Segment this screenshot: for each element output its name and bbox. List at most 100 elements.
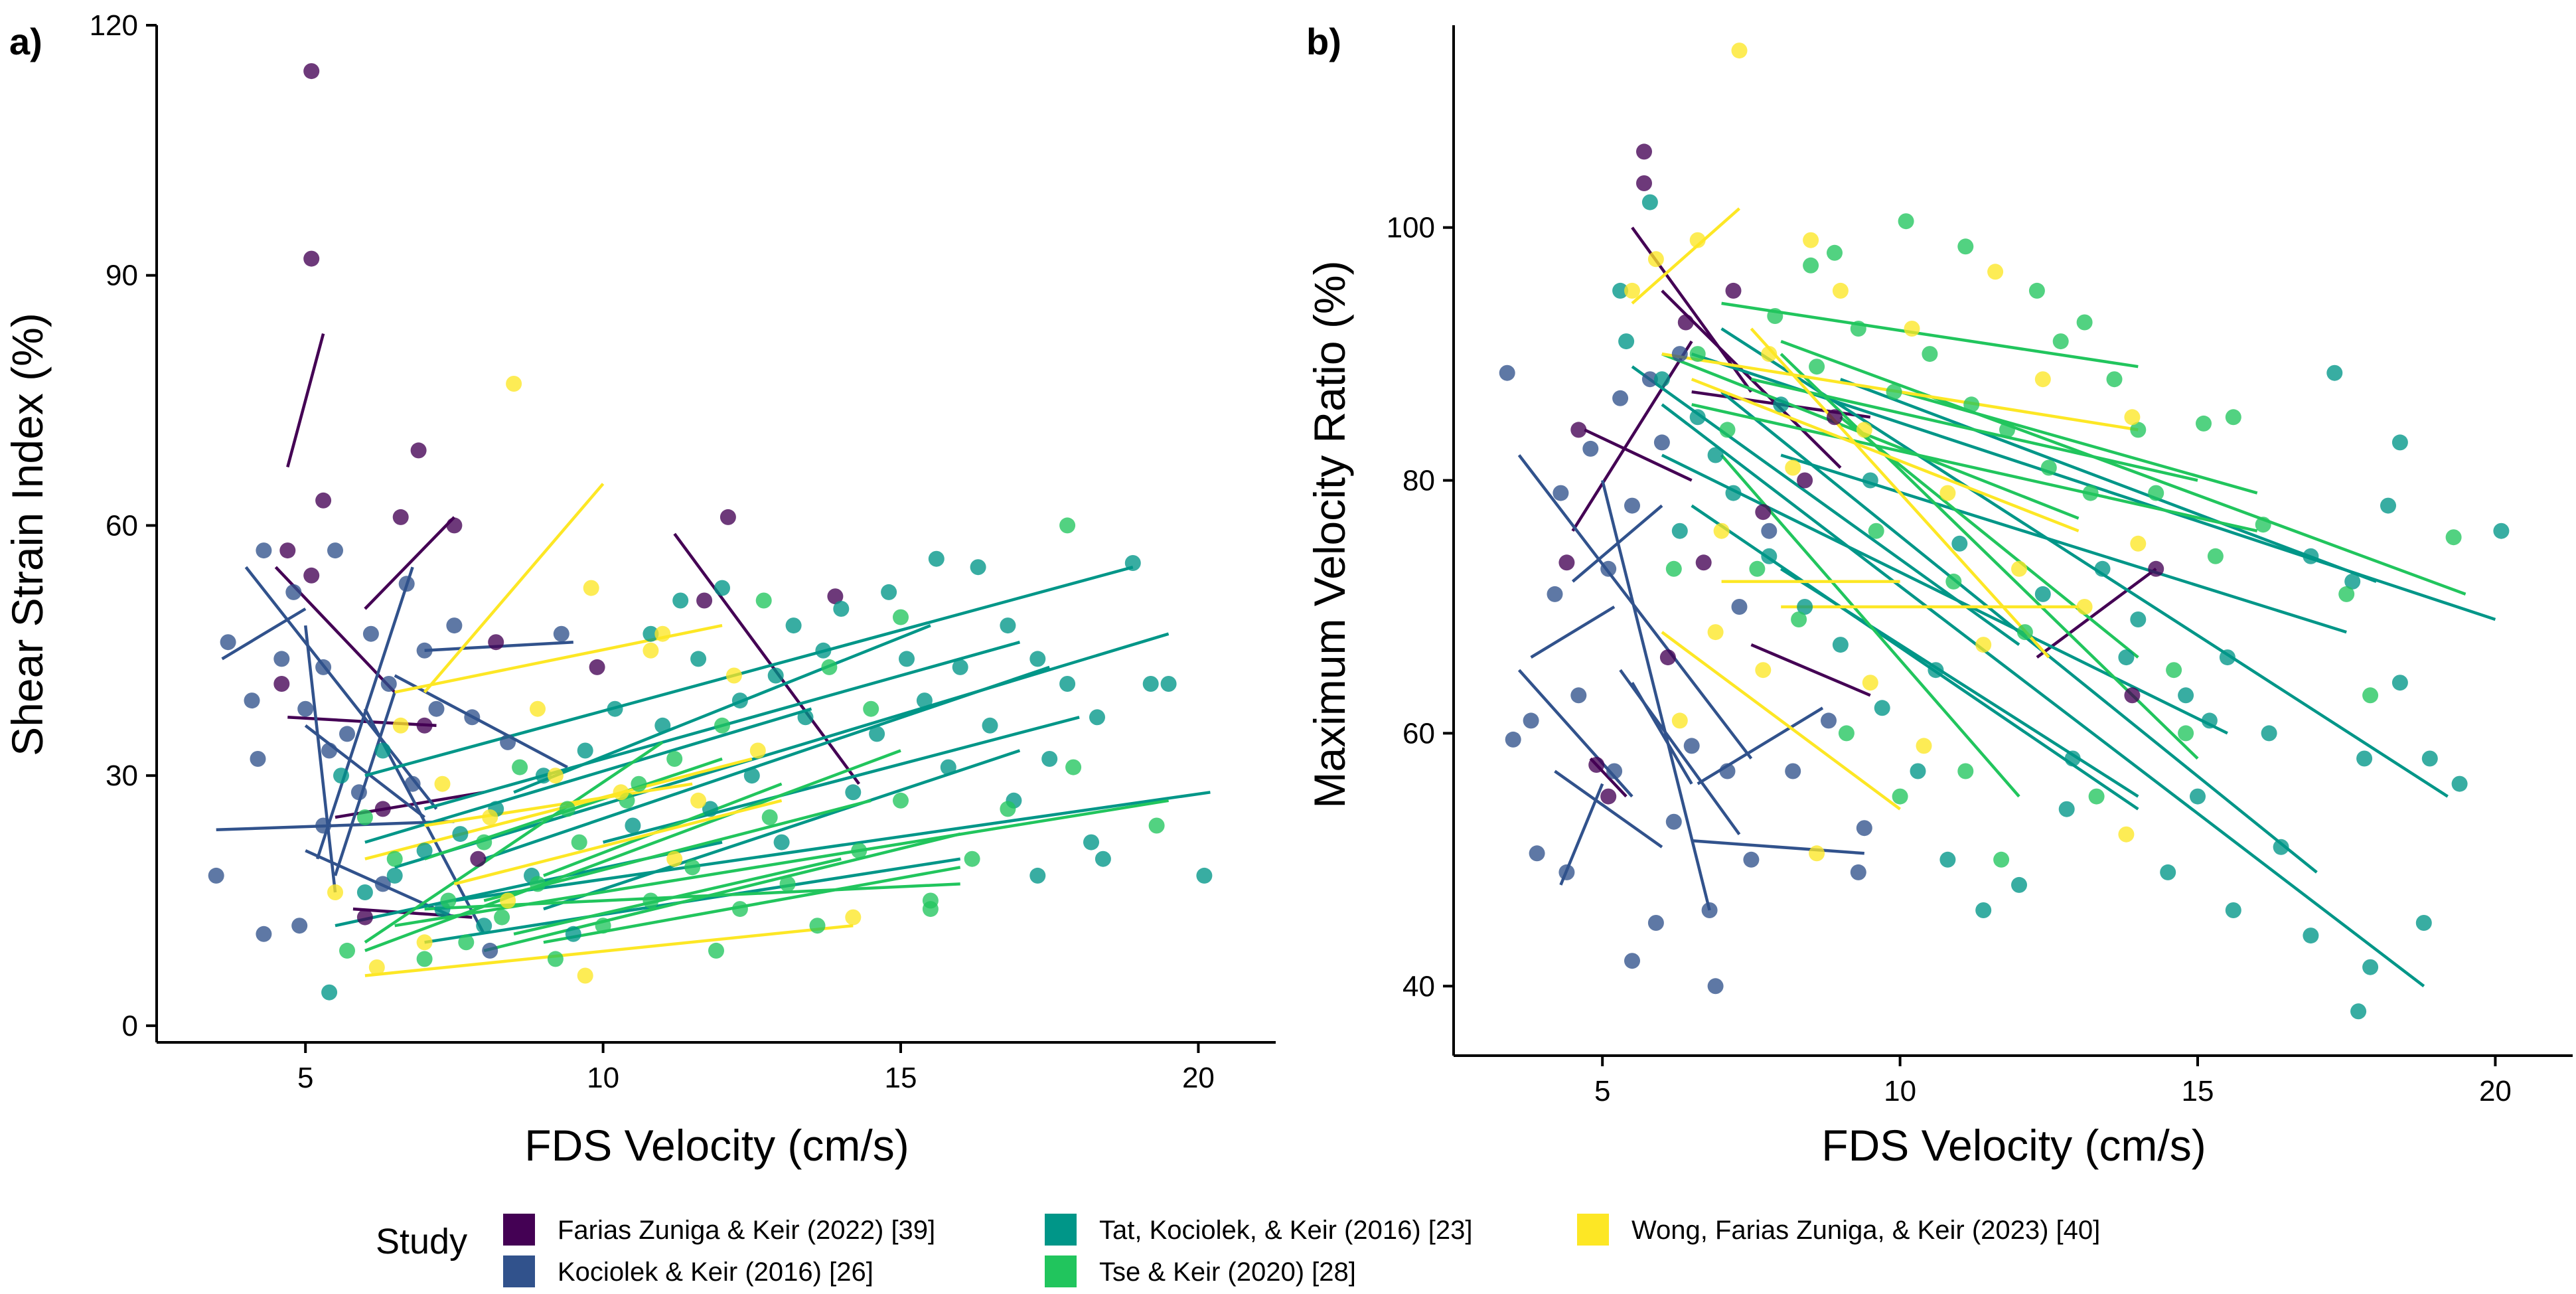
data-point — [410, 442, 427, 459]
data-point — [2034, 371, 2051, 388]
data-point — [2130, 422, 2147, 438]
data-point — [2362, 687, 2379, 704]
data-point — [613, 784, 629, 801]
data-point — [220, 634, 236, 651]
data-point — [440, 892, 457, 909]
data-point — [1910, 763, 1926, 779]
data-point — [1041, 751, 1058, 767]
data-point — [2356, 750, 2373, 767]
y-tick-label: 60 — [1402, 717, 1435, 750]
data-point — [1791, 611, 1807, 627]
data-point — [922, 892, 939, 909]
data-point — [1653, 371, 1670, 388]
regression-line — [454, 791, 1211, 902]
data-point — [350, 784, 367, 801]
data-point — [577, 967, 593, 984]
data-point — [595, 918, 611, 934]
data-point — [749, 742, 766, 759]
data-point — [2130, 535, 2147, 552]
data-point — [374, 801, 391, 817]
data-point — [1993, 851, 2010, 868]
data-point — [1707, 978, 1724, 995]
regression-line — [1750, 327, 2050, 659]
data-point — [2130, 611, 2147, 627]
legend-item-kociolek: Kociolek & Keir (2016) [26] — [503, 1255, 873, 1287]
data-point — [1975, 902, 1992, 918]
data-point — [815, 642, 832, 659]
data-point — [2064, 750, 2081, 767]
data-point — [1809, 845, 1825, 862]
data-point — [1713, 523, 1730, 539]
data-point — [1606, 763, 1623, 779]
data-point — [1653, 434, 1670, 451]
data-point — [1945, 573, 1962, 590]
data-point — [303, 567, 320, 584]
data-point — [494, 909, 510, 926]
y-tick-label: 40 — [1402, 970, 1435, 1003]
data-point — [535, 768, 552, 784]
data-point — [1095, 850, 1111, 867]
data-point — [1731, 42, 1748, 59]
x-axis-title: FDS Velocity (cm/s) — [524, 1121, 909, 1170]
data-point — [702, 801, 718, 817]
regression-line — [1631, 682, 1693, 785]
data-point — [2303, 928, 2319, 944]
data-point — [1665, 813, 1682, 830]
x-tick-label: 5 — [297, 1062, 313, 1094]
data-point — [250, 751, 266, 767]
data-point — [690, 792, 707, 809]
data-point — [725, 667, 742, 684]
data-point — [1529, 845, 1545, 862]
axis-ticks: 5 10 15 20 40 60 80 100 — [1387, 212, 2512, 1107]
data-point — [2166, 662, 2182, 679]
data-point — [2040, 459, 2057, 476]
data-point — [1570, 422, 1587, 438]
data-point — [571, 834, 587, 850]
data-point — [2190, 788, 2206, 805]
data-point — [2011, 560, 2027, 577]
data-point — [881, 584, 897, 600]
data-point — [1821, 712, 1837, 729]
regression-line — [364, 741, 664, 944]
data-point — [2261, 725, 2277, 742]
data-point — [356, 884, 373, 900]
regression-line — [286, 333, 325, 468]
data-point — [488, 634, 504, 651]
data-point — [2148, 560, 2164, 577]
data-point — [2493, 523, 2510, 539]
y-tick-label: 60 — [106, 509, 138, 542]
legend-swatch — [503, 1255, 535, 1287]
data-point — [285, 584, 302, 600]
data-point — [1838, 725, 1855, 742]
data-point — [1904, 321, 1920, 337]
data-point — [1683, 738, 1700, 754]
data-point — [1850, 321, 1866, 337]
data-point — [2196, 415, 2212, 432]
data-point — [1725, 485, 1742, 501]
data-point — [1148, 817, 1165, 834]
data-point — [2082, 485, 2099, 501]
data-point — [821, 659, 838, 675]
data-point — [1089, 709, 1105, 726]
data-point — [672, 592, 689, 609]
regression-line — [304, 724, 425, 819]
data-point — [1809, 359, 1825, 375]
regression-line — [1697, 706, 1824, 785]
data-point — [1797, 472, 1813, 489]
data-point — [2011, 876, 2027, 893]
data-point — [982, 717, 998, 734]
data-point — [666, 751, 683, 767]
data-point — [1916, 738, 1932, 754]
x-tick-label: 10 — [1884, 1075, 1916, 1107]
data-point — [547, 768, 564, 784]
data-point — [1612, 390, 1629, 406]
data-point — [1868, 523, 1884, 539]
data-point — [964, 850, 980, 867]
data-point — [1797, 599, 1813, 615]
data-point — [374, 742, 391, 759]
data-point — [1689, 346, 1706, 363]
legend-item-wong: Wong, Farias Zuniga, & Keir (2023) [40] — [1577, 1214, 2100, 1246]
data-point — [1065, 759, 1082, 775]
data-point — [321, 984, 338, 1001]
data-point — [327, 542, 343, 559]
